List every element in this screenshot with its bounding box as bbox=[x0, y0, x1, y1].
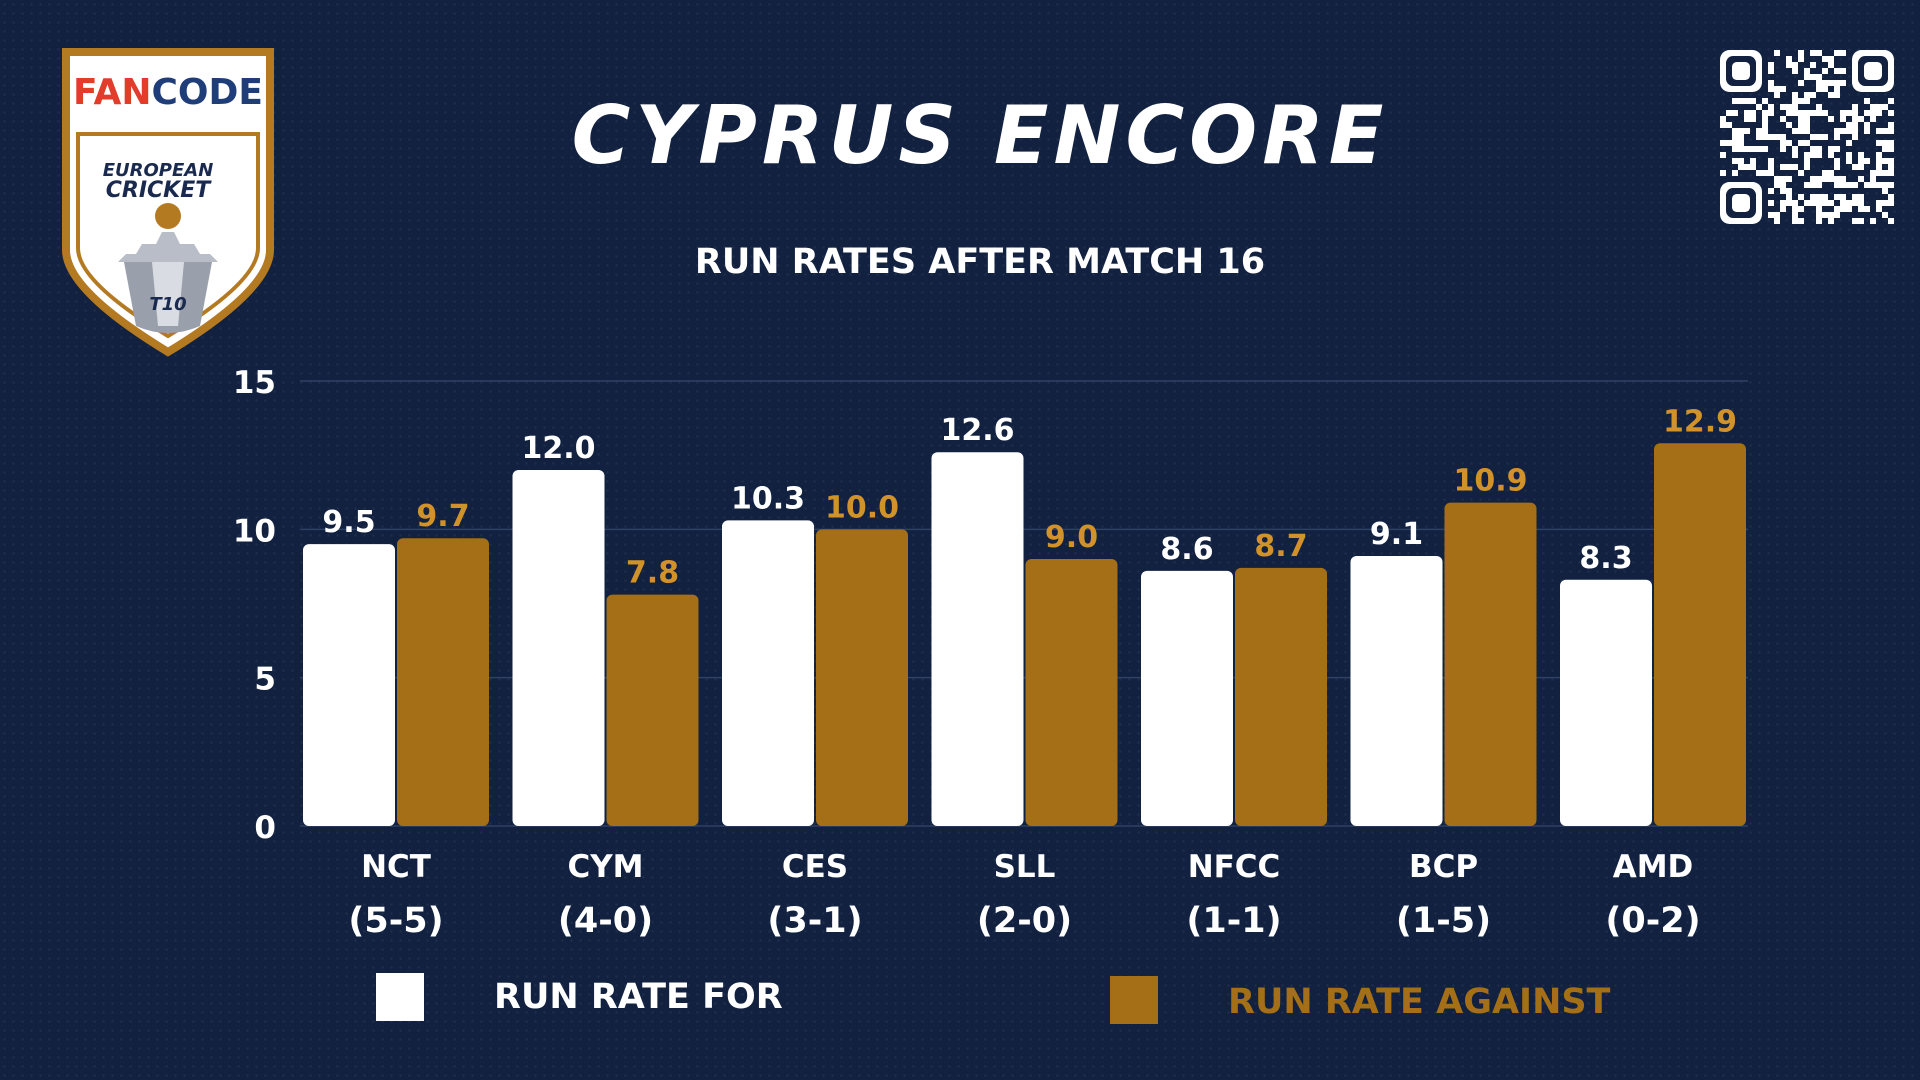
data-label: 8.6 bbox=[1160, 532, 1213, 567]
legend-swatch-for bbox=[376, 973, 424, 1021]
data-label: 7.8 bbox=[626, 556, 679, 591]
x-tick-record: (5-5) bbox=[348, 901, 443, 941]
y-tick-label: 5 bbox=[254, 662, 276, 698]
bar-run-rate-against bbox=[1235, 567, 1327, 826]
bar-run-rate-against bbox=[1654, 443, 1746, 826]
x-tick-label: NCT bbox=[361, 849, 431, 885]
bar-run-rate-against bbox=[397, 538, 489, 826]
data-label: 12.0 bbox=[521, 431, 595, 466]
data-label: 9.7 bbox=[416, 499, 469, 534]
x-tick-record: (1-1) bbox=[1186, 901, 1281, 941]
x-tick-label: AMD bbox=[1613, 849, 1694, 885]
bar-run-rate-for bbox=[722, 520, 814, 826]
legend-label-against: RUN RATE AGAINST bbox=[1228, 982, 1611, 1022]
bar-run-rate-against bbox=[606, 594, 699, 826]
data-label: 9.1 bbox=[1370, 517, 1423, 552]
data-label: 8.3 bbox=[1579, 541, 1632, 576]
x-tick-label: CYM bbox=[567, 849, 643, 885]
data-label: 10.0 bbox=[825, 490, 899, 525]
logo-line2: CRICKET bbox=[106, 178, 212, 203]
y-tick-label: 10 bbox=[233, 513, 276, 549]
x-tick-label: NFCC bbox=[1188, 849, 1281, 885]
legend-label-for: RUN RATE FOR bbox=[494, 977, 783, 1017]
data-label: 10.3 bbox=[731, 481, 805, 516]
cricket-ball-icon bbox=[155, 203, 181, 229]
y-tick-label: 0 bbox=[254, 810, 276, 846]
bar-run-rate-for bbox=[1141, 570, 1233, 826]
qr-code-icon[interactable] bbox=[1720, 50, 1894, 224]
x-tick-record: (0-2) bbox=[1605, 901, 1700, 941]
data-label: 8.7 bbox=[1254, 529, 1307, 564]
bar-run-rate-for bbox=[931, 452, 1024, 826]
x-tick-label: CES bbox=[782, 849, 848, 885]
x-tick-record: (4-0) bbox=[558, 901, 653, 941]
logo-brand-text: FANCODE bbox=[73, 72, 263, 113]
page-title: CYPRUS ENCORE bbox=[571, 89, 1389, 182]
logo-line1: EUROPEAN bbox=[103, 160, 214, 181]
data-label: 12.6 bbox=[940, 413, 1014, 448]
bar-run-rate-for bbox=[512, 470, 605, 826]
fancode-european-cricket-logo: FANCODE EUROPEAN CRICKET T10 bbox=[62, 48, 274, 357]
data-label: 9.0 bbox=[1045, 520, 1098, 555]
legend-swatch-against bbox=[1110, 976, 1158, 1024]
data-label: 9.5 bbox=[322, 505, 375, 540]
bar-run-rate-against bbox=[816, 529, 908, 826]
x-tick-label: BCP bbox=[1409, 849, 1478, 885]
bar-run-rate-for bbox=[303, 544, 395, 826]
data-label: 10.9 bbox=[1453, 464, 1527, 499]
bar-run-rate-for bbox=[1350, 556, 1443, 826]
y-tick-label: 15 bbox=[233, 365, 276, 401]
bar-run-rate-for bbox=[1560, 579, 1652, 826]
x-tick-record: (2-0) bbox=[977, 901, 1072, 941]
bar-run-rate-against bbox=[1025, 559, 1118, 826]
logo-format-text: T10 bbox=[149, 294, 186, 315]
x-tick-record: (3-1) bbox=[767, 901, 862, 941]
data-label: 12.9 bbox=[1663, 404, 1737, 439]
chart-subtitle: RUN RATES AFTER MATCH 16 bbox=[694, 242, 1266, 282]
x-tick-label: SLL bbox=[994, 849, 1056, 885]
bar-run-rate-against bbox=[1444, 502, 1537, 826]
trophy-icon bbox=[118, 232, 218, 262]
x-tick-record: (1-5) bbox=[1396, 901, 1491, 941]
